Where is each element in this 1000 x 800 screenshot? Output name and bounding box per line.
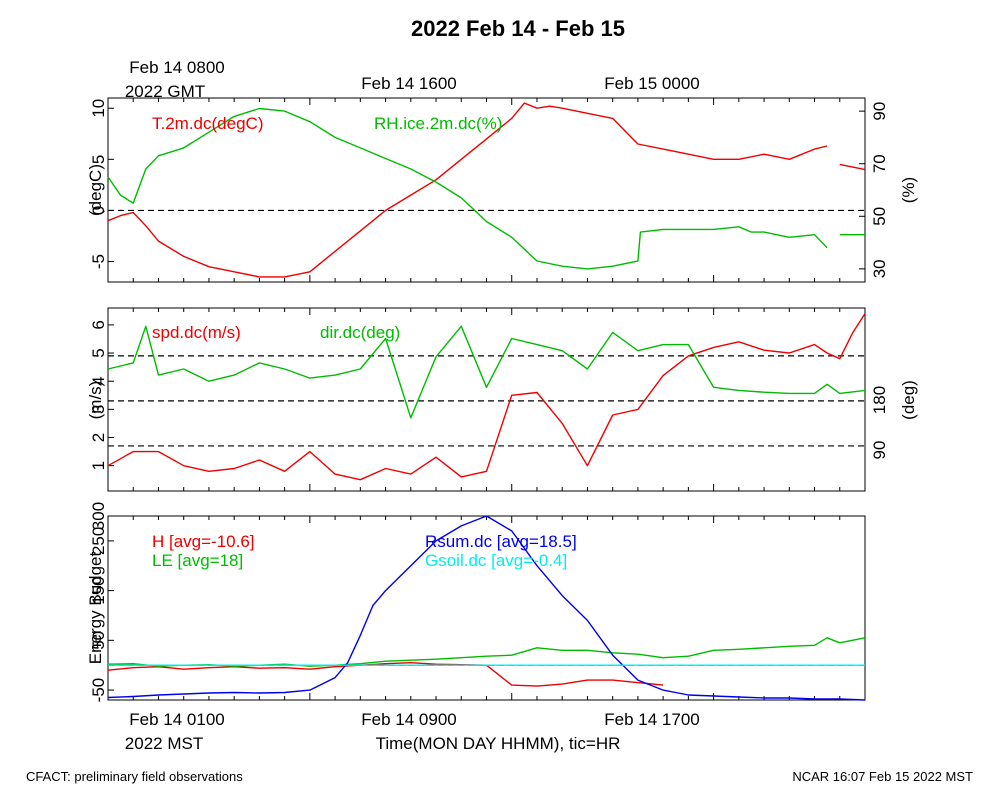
bottom-time-label-1: Feb 14 0100 <box>129 710 224 729</box>
panel2-x-ticks <box>107 308 866 491</box>
y-tick-label-left: 0 <box>89 206 108 215</box>
legend-h: H [avg=-10.6] <box>152 532 255 551</box>
legend-wind-direction: dir.dc(deg) <box>320 323 400 342</box>
bottom-time-label-2: Feb 14 0900 <box>361 710 456 729</box>
y-tick-label-right: 90 <box>870 441 889 460</box>
series-line-spd <box>107 313 866 481</box>
y-tick-label-left: 5 <box>89 155 108 164</box>
legend-rh-ice: RH.ice.2m.dc(%) <box>374 114 502 133</box>
series-line-le <box>107 637 866 667</box>
y-tick-label-left: -50 <box>89 678 108 703</box>
series-line-dir <box>107 325 866 419</box>
legend-le: LE [avg=18] <box>152 551 243 570</box>
series-line-rh <box>107 107 865 270</box>
chart-title: 2022 Feb 14 - Feb 15 <box>411 16 625 41</box>
panel2-reference-lines <box>108 355 865 447</box>
legend-wind-speed: spd.dc(m/s) <box>152 323 241 342</box>
legend-rsum: Rsum.dc [avg=18.5] <box>425 532 577 551</box>
series-line-t <box>107 102 866 278</box>
y-tick-label-left: 4 <box>89 376 108 385</box>
legend-temperature: T.2m.dc(degC) <box>152 114 263 133</box>
y-tick-label-left: 1 <box>89 461 108 470</box>
y-tick-label-left: 10 <box>89 99 108 118</box>
y-tick-label-right: 180 <box>870 386 889 414</box>
x-axis-label: Time(MON DAY HHMM), tic=HR <box>376 734 621 753</box>
series-line-rsum <box>107 515 866 701</box>
y-tick-label-right: 30 <box>870 259 889 278</box>
panel3-ylabel-left: Energy Budget <box>86 551 105 664</box>
top-time-label-1-line1: Feb 14 0800 <box>129 58 224 77</box>
bottom-time-zone-label: 2022 MST <box>125 734 203 753</box>
panel2-y-ticks: 6 5 4 3 2 1 180 90 <box>89 320 889 470</box>
y-tick-label-left: 6 <box>89 320 108 329</box>
y-tick-label-left: 2 <box>89 433 108 442</box>
panel2-ylabel-right: (deg) <box>899 380 918 420</box>
footer-right: NCAR 16:07 Feb 15 2022 MST <box>792 769 973 784</box>
panel2-ylabel-left: (m/s) <box>86 381 105 420</box>
top-time-label-2: Feb 14 1600 <box>361 74 456 93</box>
y-tick-label-right: 70 <box>870 154 889 173</box>
y-tick-label-left: -5 <box>89 254 108 269</box>
y-tick-label-left: 300 <box>89 502 108 530</box>
panel3-series <box>107 515 866 701</box>
y-tick-label-right: 50 <box>870 207 889 226</box>
top-time-label-3: Feb 15 0000 <box>604 74 699 93</box>
y-tick-label-left: 150 <box>89 576 108 604</box>
panel2-series <box>107 313 866 481</box>
y-tick-label-right: 90 <box>870 102 889 121</box>
legend-gsoil: Gsoil.dc [avg=-0.4] <box>425 551 567 570</box>
panel1-ylabel-left: (degC) <box>86 164 105 216</box>
y-tick-label-left: 250 <box>89 527 108 555</box>
panel1-x-ticks <box>107 98 866 282</box>
bottom-time-label-3: Feb 14 1700 <box>604 710 699 729</box>
y-tick-label-left: 5 <box>89 348 108 357</box>
wind-panel: 6 5 4 3 2 1 180 90 spd.dc(m/s) dir.dc(deg) (m/s… <box>86 307 918 492</box>
series-line-h <box>107 662 664 687</box>
panel1-series <box>107 102 866 278</box>
y-tick-label-left: 50 <box>89 631 108 650</box>
footer-left: CFACT: preliminary field observations <box>26 769 243 784</box>
y-tick-label-left: 3 <box>89 405 108 414</box>
top-time-label-1-line2: 2022 GMT <box>125 82 205 101</box>
panel1-ylabel-right: (%) <box>899 177 918 203</box>
